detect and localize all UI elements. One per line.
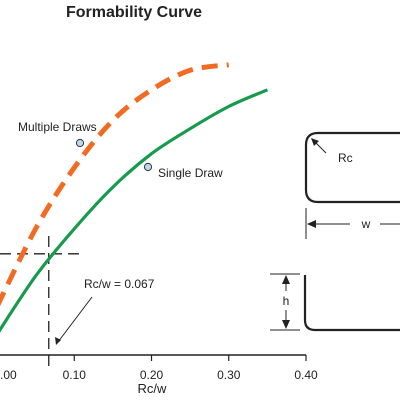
x-tick-label-1: 0.10 <box>63 368 87 382</box>
h-arrowhead-top <box>282 275 290 284</box>
annotation-arrowhead <box>55 337 61 345</box>
plot-area: Multiple Draws Single Draw <box>0 62 269 366</box>
x-tick-label-4: 0.40 <box>294 368 318 382</box>
series-label-0: Multiple Draws <box>18 120 97 134</box>
chart-title: Formability Curve <box>66 4 202 21</box>
h-arrowhead-bottom <box>282 320 290 329</box>
h-label: h <box>283 294 290 308</box>
series-line-multiple-draws <box>0 62 230 307</box>
w-label: w <box>361 217 371 231</box>
series-marker-1 <box>143 162 153 172</box>
bottom-profile <box>303 275 400 332</box>
top-profile <box>304 131 400 204</box>
part-diagram: Rc w h <box>270 131 400 332</box>
x-tick-label-2: 0.20 <box>140 368 164 382</box>
x-tick-label-3: 0.30 <box>217 368 241 382</box>
x-tick-label-0: .00 <box>0 368 17 382</box>
series-marker-0 <box>75 138 85 148</box>
rc-label: Rc <box>338 151 353 165</box>
series-label-1: Single Draw <box>158 166 223 180</box>
annotation-rc-w: Rc/w = 0.067 <box>84 277 155 291</box>
annotation-arrow <box>57 296 93 343</box>
rc-arrowhead <box>311 138 319 146</box>
series-line-single-draw <box>0 88 269 333</box>
x-axis-ticks: .00 0.10 0.20 0.30 0.40 <box>0 355 318 382</box>
x-axis-label: Rc/w <box>138 381 168 396</box>
w-arrowhead-left <box>307 220 316 228</box>
